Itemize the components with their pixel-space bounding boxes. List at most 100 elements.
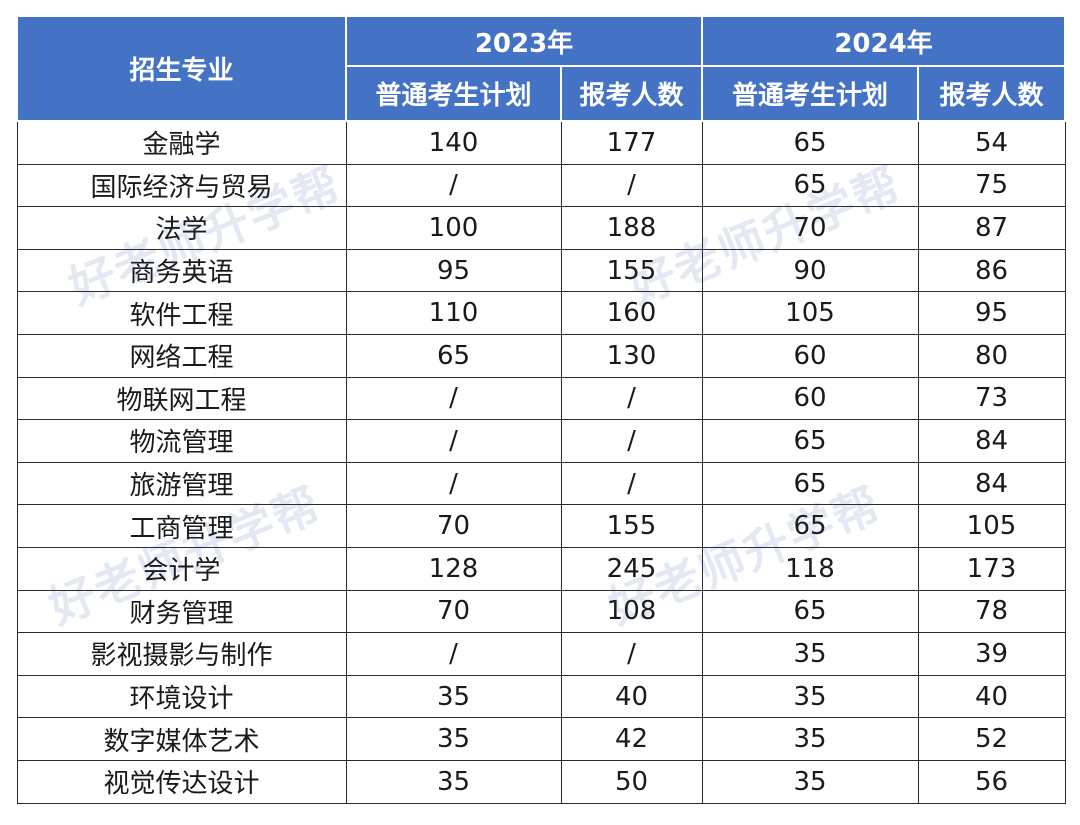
table-row: 视觉传达设计 35 50 35 56 bbox=[16, 759, 1066, 804]
major-cell: 金融学 bbox=[16, 120, 347, 165]
sub-header-plan-2023: 普通考生计划 bbox=[345, 65, 562, 122]
major-cell: 法学 bbox=[16, 206, 347, 250]
plan-2023-cell: 35 bbox=[345, 717, 562, 761]
table-row: 工商管理 70 155 65 105 bbox=[16, 504, 1066, 548]
applicants-2024-cell: 73 bbox=[917, 376, 1066, 421]
year-header-2023: 2023年 bbox=[345, 15, 703, 67]
applicants-2024-cell: 84 bbox=[917, 461, 1066, 506]
plan-2024-cell: 65 bbox=[701, 120, 919, 165]
applicants-2023-cell: 40 bbox=[560, 674, 703, 719]
major-cell: 物流管理 bbox=[16, 419, 347, 463]
major-cell: 环境设计 bbox=[16, 674, 347, 719]
applicants-2024-cell: 173 bbox=[917, 546, 1066, 591]
plan-2023-cell: 65 bbox=[345, 333, 562, 378]
year-header-row: 招生专业 2023年 2024年 bbox=[16, 15, 1066, 122]
applicants-2024-cell: 84 bbox=[917, 419, 1066, 463]
applicants-2023-cell: 50 bbox=[560, 759, 703, 804]
table-row: 法学 100 188 70 87 bbox=[16, 206, 1066, 250]
plan-2023-cell: / bbox=[345, 632, 562, 676]
major-cell: 商务英语 bbox=[16, 248, 347, 293]
plan-2024-cell: 65 bbox=[701, 589, 919, 634]
applicants-2023-cell: / bbox=[560, 376, 703, 421]
plan-2024-cell: 90 bbox=[701, 248, 919, 293]
plan-2024-cell: 60 bbox=[701, 333, 919, 378]
applicants-2023-cell: / bbox=[560, 163, 703, 208]
plan-2023-cell: / bbox=[345, 376, 562, 421]
plan-2024-cell: 65 bbox=[701, 461, 919, 506]
plan-2024-cell: 118 bbox=[701, 546, 919, 591]
table-header: 招生专业 2023年 2024年 普通考生计划 报考人数 普通考生计划 报考人数 bbox=[16, 15, 1066, 122]
major-cell: 财务管理 bbox=[16, 589, 347, 634]
applicants-2024-cell: 80 bbox=[917, 333, 1066, 378]
table-row: 会计学 128 245 118 173 bbox=[16, 546, 1066, 591]
major-cell: 工商管理 bbox=[16, 504, 347, 548]
applicants-2024-cell: 78 bbox=[917, 589, 1066, 634]
applicants-2024-cell: 95 bbox=[917, 291, 1066, 335]
plan-2023-cell: / bbox=[345, 461, 562, 506]
applicants-2023-cell: 188 bbox=[560, 206, 703, 250]
plan-2024-cell: 35 bbox=[701, 717, 919, 761]
applicants-2024-cell: 39 bbox=[917, 632, 1066, 676]
plan-2023-cell: 35 bbox=[345, 759, 562, 804]
applicants-2024-cell: 54 bbox=[917, 120, 1066, 165]
plan-2024-cell: 65 bbox=[701, 163, 919, 208]
table-body: 金融学 140 177 65 54 国际经济与贸易 //65 75 法学 100 188 70 87 商务… bbox=[16, 120, 1066, 804]
table-row: 影视摄影与制作 //35 39 bbox=[16, 632, 1066, 676]
plan-2024-cell: 35 bbox=[701, 674, 919, 719]
applicants-2023-cell: 108 bbox=[560, 589, 703, 634]
major-cell: 旅游管理 bbox=[16, 461, 347, 506]
sub-header-row: 普通考生计划 报考人数 普通考生计划 报考人数 bbox=[17, 65, 1066, 122]
table-row: 财务管理 70 108 65 78 bbox=[16, 589, 1066, 634]
plan-2024-cell: 65 bbox=[701, 504, 919, 548]
table-row: 环境设计 35 40 35 40 bbox=[16, 674, 1066, 719]
major-cell: 视觉传达设计 bbox=[16, 759, 347, 804]
table-row: 数字媒体艺术 35 42 35 52 bbox=[16, 717, 1066, 761]
table-row: 国际经济与贸易 //65 75 bbox=[16, 163, 1066, 208]
table-row: 旅游管理 //65 84 bbox=[16, 461, 1066, 506]
major-cell: 国际经济与贸易 bbox=[16, 163, 347, 208]
applicants-2023-cell: 160 bbox=[560, 291, 703, 335]
plan-2024-cell: 70 bbox=[701, 206, 919, 250]
major-cell: 会计学 bbox=[16, 546, 347, 591]
year-header-2024: 2024年 bbox=[701, 15, 1066, 67]
major-header: 招生专业 bbox=[16, 15, 347, 122]
applicants-2023-cell: 130 bbox=[560, 333, 703, 378]
applicants-2024-cell: 56 bbox=[917, 759, 1066, 804]
plan-2024-cell: 105 bbox=[701, 291, 919, 335]
admissions-table: 招生专业 2023年 2024年 普通考生计划 报考人数 普通考生计划 报考人数… bbox=[16, 15, 1066, 804]
plan-2023-cell: / bbox=[345, 163, 562, 208]
plan-2023-cell: 70 bbox=[345, 589, 562, 634]
major-cell: 物联网工程 bbox=[16, 376, 347, 421]
applicants-2023-cell: / bbox=[560, 461, 703, 506]
plan-2024-cell: 60 bbox=[701, 376, 919, 421]
applicants-2023-cell: 245 bbox=[560, 546, 703, 591]
plan-2023-cell: / bbox=[345, 419, 562, 463]
applicants-2024-cell: 87 bbox=[917, 206, 1066, 250]
table-row: 商务英语 95 155 90 86 bbox=[16, 248, 1066, 293]
table-row: 软件工程 110 160 105 95 bbox=[16, 291, 1066, 335]
major-cell: 网络工程 bbox=[16, 333, 347, 378]
table-row: 物流管理 //65 84 bbox=[16, 419, 1066, 463]
applicants-2023-cell: 42 bbox=[560, 717, 703, 761]
plan-2023-cell: 128 bbox=[345, 546, 562, 591]
applicants-2023-cell: / bbox=[560, 632, 703, 676]
sub-header-applicants-2024: 报考人数 bbox=[917, 65, 1066, 122]
plan-2023-cell: 70 bbox=[345, 504, 562, 548]
sub-header-plan-2024: 普通考生计划 bbox=[701, 65, 919, 122]
major-cell: 数字媒体艺术 bbox=[16, 717, 347, 761]
applicants-2023-cell: 177 bbox=[560, 120, 703, 165]
applicants-2024-cell: 75 bbox=[917, 163, 1066, 208]
applicants-2023-cell: / bbox=[560, 419, 703, 463]
applicants-2024-cell: 86 bbox=[917, 248, 1066, 293]
table-row: 网络工程 65 130 60 80 bbox=[16, 333, 1066, 378]
applicants-2024-cell: 52 bbox=[917, 717, 1066, 761]
plan-2024-cell: 35 bbox=[701, 632, 919, 676]
plan-2023-cell: 140 bbox=[345, 120, 562, 165]
applicants-2023-cell: 155 bbox=[560, 504, 703, 548]
applicants-2023-cell: 155 bbox=[560, 248, 703, 293]
applicants-2024-cell: 40 bbox=[917, 674, 1066, 719]
applicants-2024-cell: 105 bbox=[917, 504, 1066, 548]
major-cell: 软件工程 bbox=[16, 291, 347, 335]
plan-2024-cell: 35 bbox=[701, 759, 919, 804]
plan-2023-cell: 95 bbox=[345, 248, 562, 293]
